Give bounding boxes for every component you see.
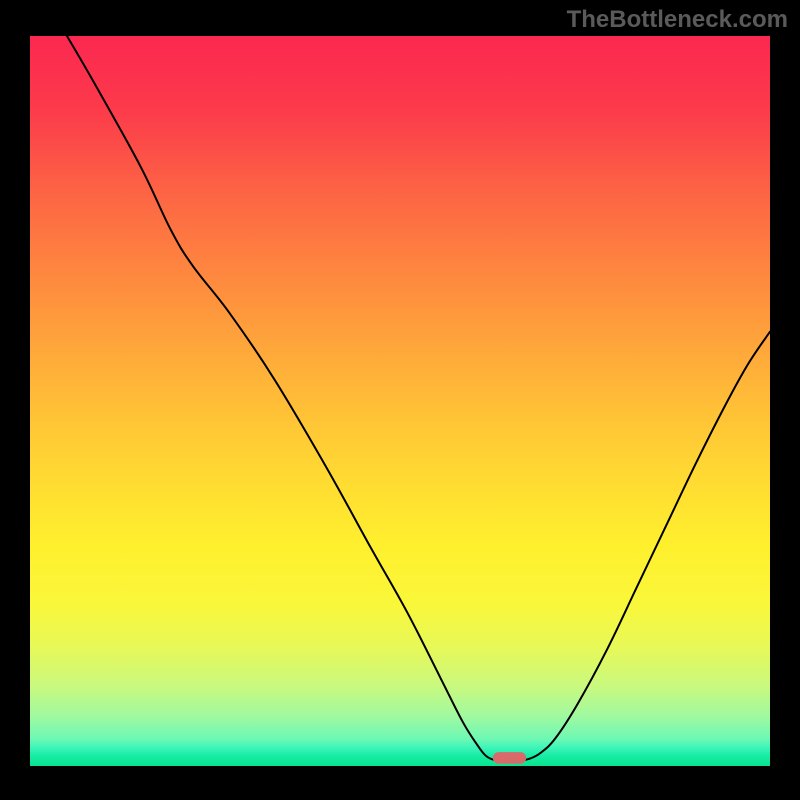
gradient-background xyxy=(30,36,770,766)
optimal-point-marker xyxy=(493,752,526,764)
chart-container: TheBottleneck.com xyxy=(0,0,800,800)
plot-area xyxy=(30,36,770,766)
watermark-text: TheBottleneck.com xyxy=(567,6,788,34)
plot-svg xyxy=(30,36,770,766)
